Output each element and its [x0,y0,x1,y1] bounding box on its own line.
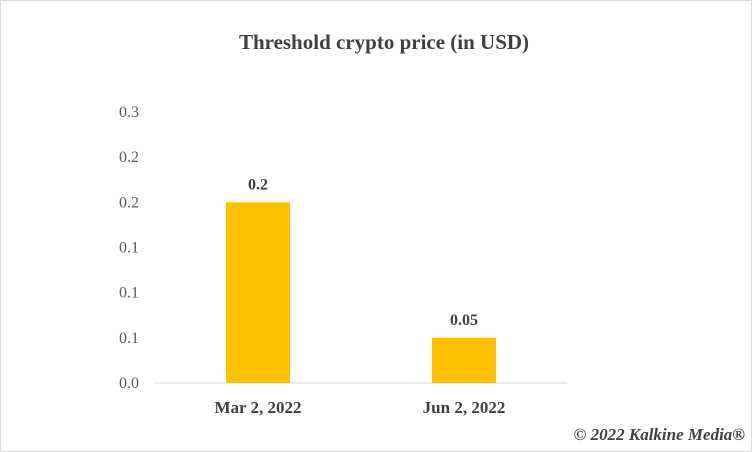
y-tick-label: 0.1 [119,330,139,347]
y-tick-label: 0.2 [119,194,139,211]
y-tick-label: 0.3 [119,104,139,121]
x-axis-ticks: Mar 2, 2022 Jun 2, 2022 [214,398,505,417]
x-tick-label: Mar 2, 2022 [214,398,301,417]
y-axis-ticks: 0.0 0.1 0.1 0.1 0.2 0.2 0.3 [119,104,139,392]
watermark-text: © 2022 Kalkine Media® [574,425,746,444]
bar [432,337,496,383]
bars: 0.2 0.05 [226,176,496,383]
y-tick-label: 0.1 [119,285,139,302]
chart-title: Threshold crypto price (in USD) [239,30,529,54]
data-label: 0.05 [450,312,478,329]
x-tick-label: Jun 2, 2022 [423,398,506,417]
y-tick-label: 0.0 [119,375,139,392]
bar [226,202,290,383]
y-tick-label: 0.2 [119,149,139,166]
data-label: 0.2 [248,176,268,193]
y-tick-label: 0.1 [119,240,139,257]
